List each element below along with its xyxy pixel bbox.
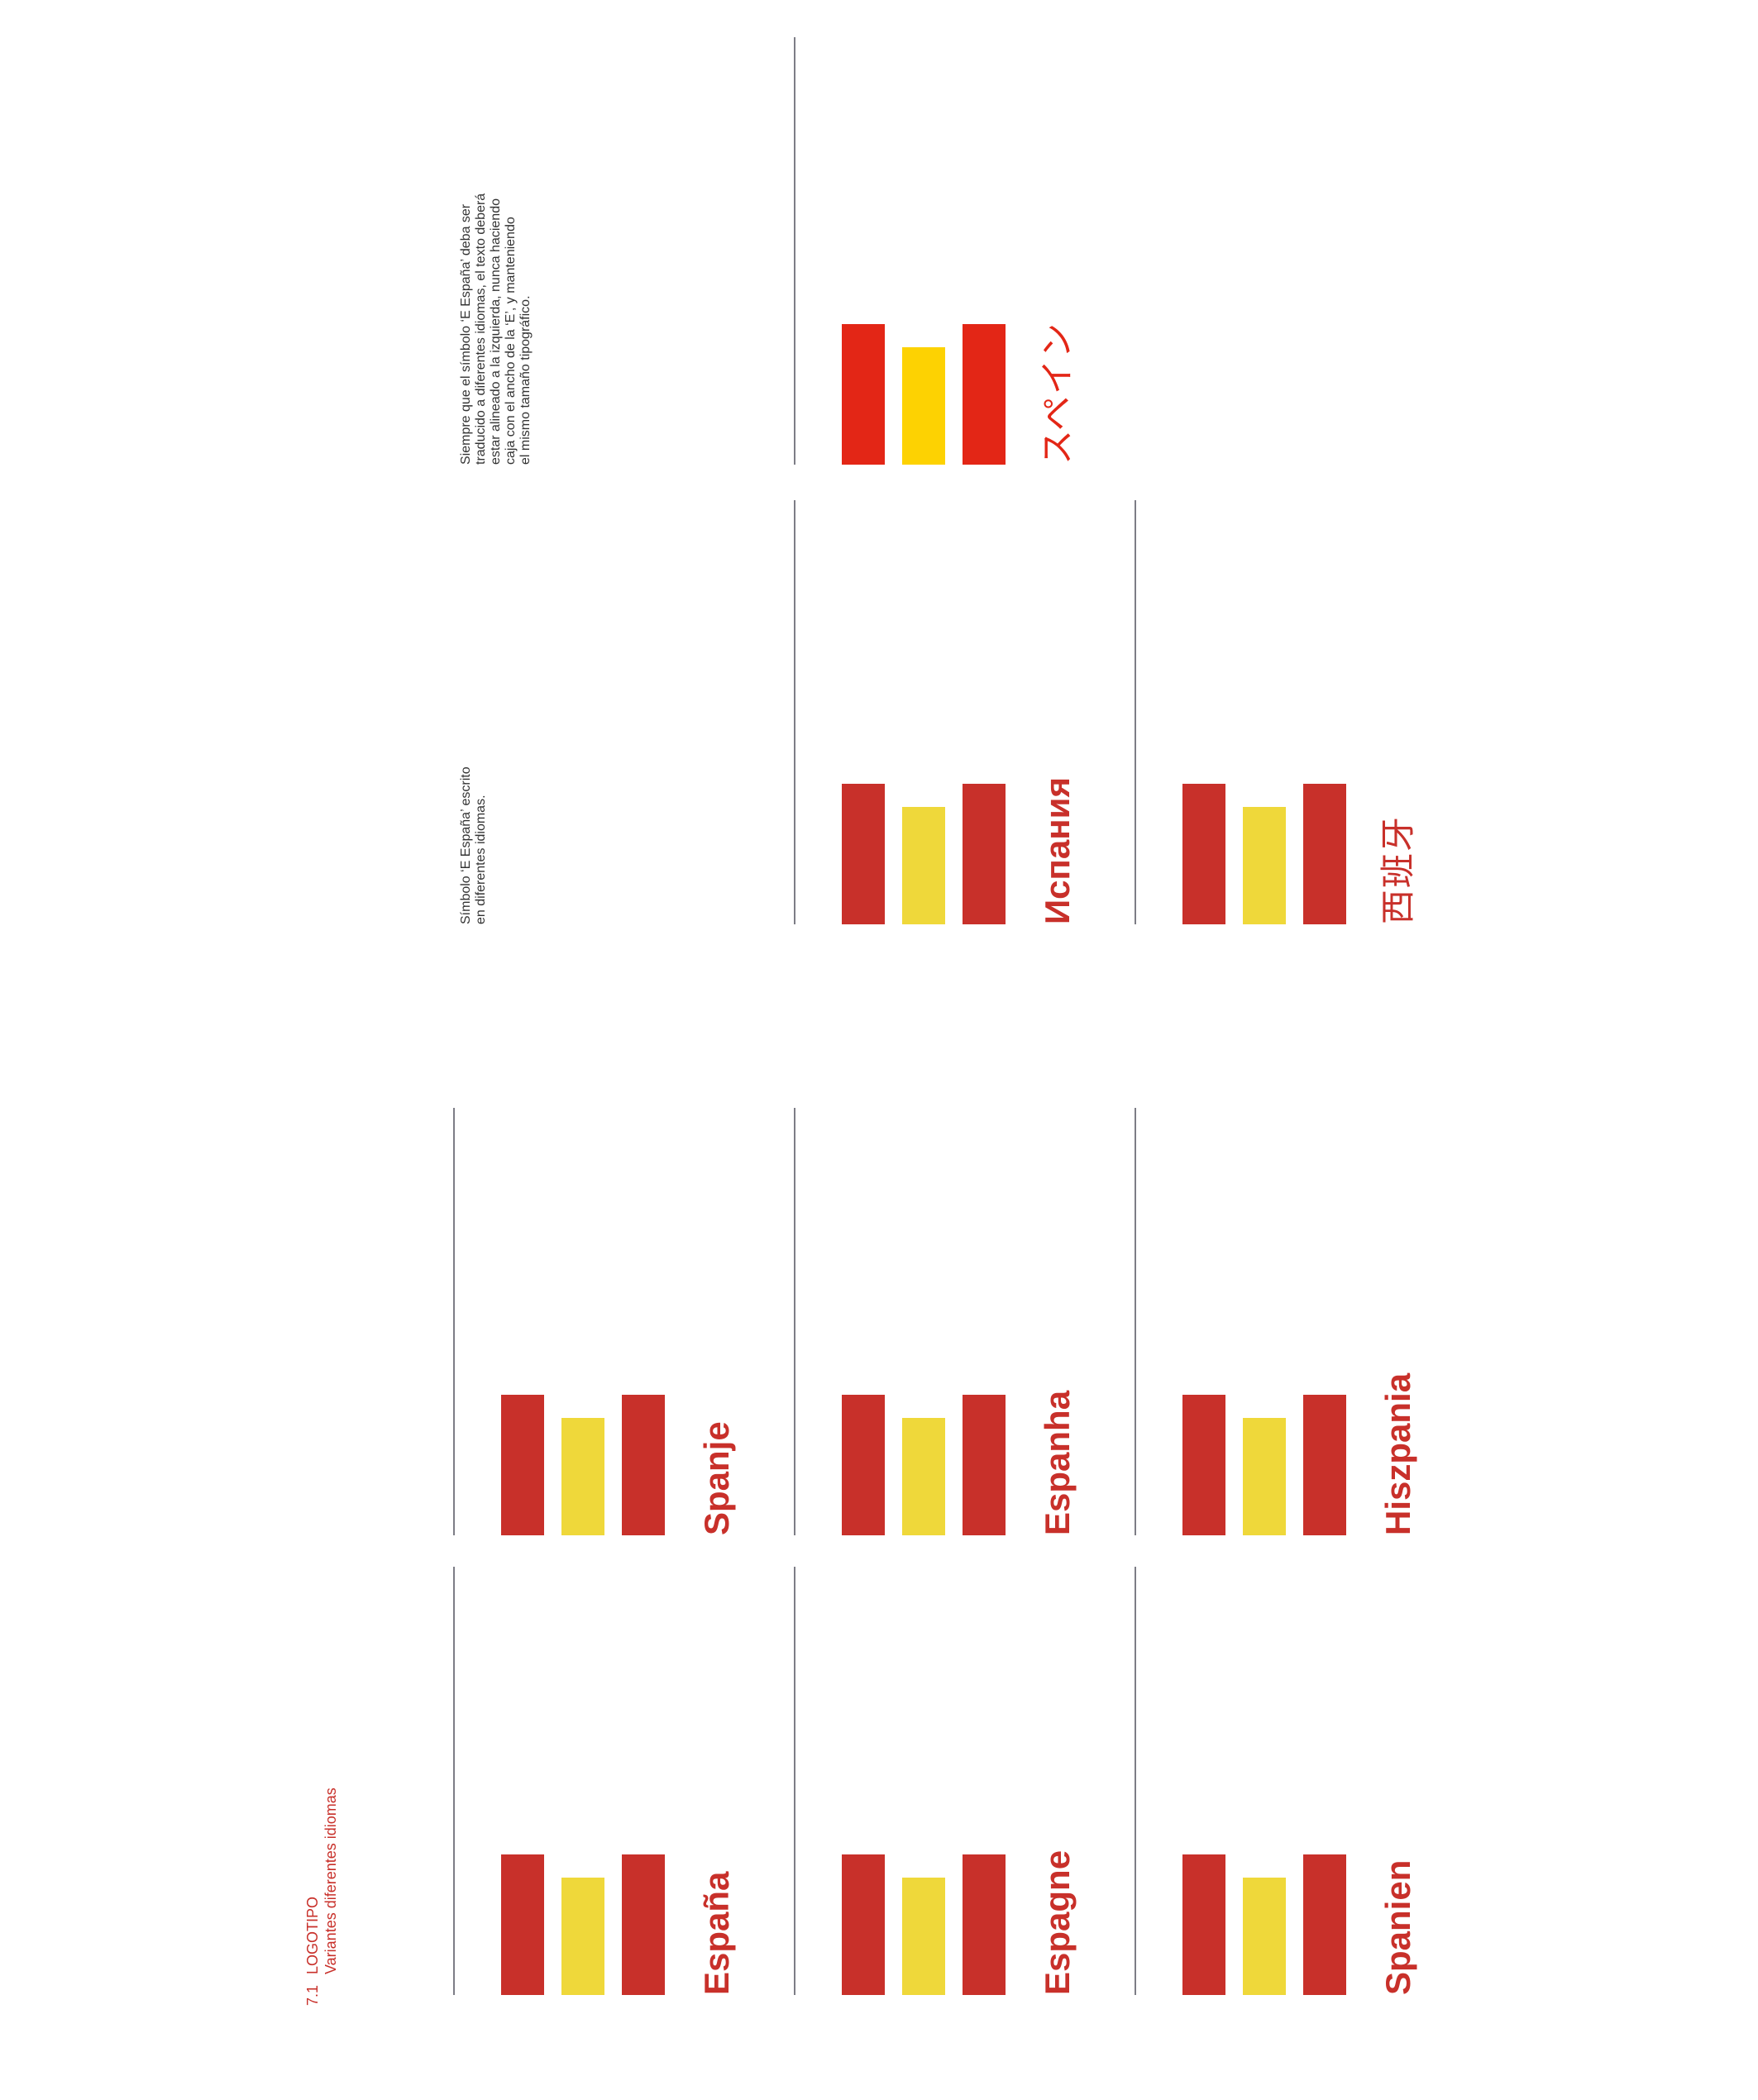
word-espanha: Espanha — [1038, 1390, 1077, 1535]
divider-rule — [1135, 1108, 1136, 1535]
symbol-bar-red — [963, 1854, 1006, 1995]
symbol-bar-yellow — [1243, 1878, 1286, 1995]
symbol-bar-yellow — [902, 1878, 945, 1995]
symbol-bar-red — [842, 324, 885, 465]
note-line: en diferentes idiomas. — [474, 795, 488, 924]
divider-rule — [1135, 1567, 1136, 1995]
divider-rule — [1135, 500, 1136, 924]
symbol-bar-red — [842, 1395, 885, 1535]
symbol-bar-red — [1303, 1395, 1346, 1535]
divider-rule — [794, 500, 795, 924]
section-subtitle: Variantes diferentes idiomas — [322, 1787, 339, 1974]
symbol-bar-red — [622, 1854, 665, 1995]
symbol-bar-yellow — [902, 1418, 945, 1535]
word-espana: España — [697, 1871, 736, 1995]
symbol-bar-red — [622, 1395, 665, 1535]
symbol-bar-red — [1182, 784, 1225, 924]
symbol-bar-red — [963, 1395, 1006, 1535]
symbol-bar-red — [842, 784, 885, 924]
word-cjk: Испания — [1038, 777, 1077, 924]
section-header: 7.1 LOGOTIPO Variantes diferentes idiomas — [303, 1787, 340, 2006]
section-title: LOGOTIPO — [304, 1896, 321, 1974]
symbol-bar-red — [842, 1854, 885, 1995]
symbol-bar-yellow — [902, 347, 945, 465]
symbol-bar-red — [1182, 1395, 1225, 1535]
divider-rule — [453, 1567, 455, 1995]
alignment-note: Siempre que el símbolo ‘E España’ deba s… — [459, 193, 533, 465]
symbol-bar-yellow — [1243, 807, 1286, 924]
symbol-bar-red — [963, 784, 1006, 924]
symbol-bar-red — [1303, 784, 1346, 924]
symbol-bar-red — [963, 324, 1006, 465]
note-line: Siempre que el símbolo ‘E España’ deba s… — [459, 203, 473, 465]
word-cjk: スペイン — [1038, 321, 1077, 465]
divider-rule — [453, 1108, 455, 1535]
note-line: el mismo tamaño tipográfico. — [518, 295, 533, 465]
divider-rule — [794, 1108, 795, 1535]
symbol-bar-red — [501, 1395, 544, 1535]
symbol-bar-yellow — [1243, 1418, 1286, 1535]
languages-note: Símbolo ‘E España’ escrito en diferentes… — [459, 766, 489, 924]
symbol-bar-yellow — [902, 807, 945, 924]
word-espagne: Espagne — [1038, 1849, 1077, 1995]
divider-rule — [794, 37, 795, 465]
symbol-bar-red — [501, 1854, 544, 1995]
symbol-bar-red — [1182, 1854, 1225, 1995]
word-cjk: 西班牙 — [1378, 814, 1417, 924]
word-spanien: Spanien — [1378, 1859, 1417, 1995]
divider-rule — [794, 1567, 795, 1995]
word-spanje: Spanje — [697, 1421, 736, 1535]
note-line: traducido a diferentes idiomas, el texto… — [474, 193, 488, 465]
symbol-bar-yellow — [561, 1878, 604, 1995]
note-line: caja con el ancho de la ‘E’, y mantenien… — [504, 217, 518, 465]
section-number: 7.1 — [304, 1984, 321, 2006]
note-line: Símbolo ‘E España’ escrito — [459, 766, 473, 924]
note-line: estar alineado a la izquierda, nunca hac… — [489, 198, 503, 465]
symbol-bar-red — [1303, 1854, 1346, 1995]
symbol-bar-yellow — [561, 1418, 604, 1535]
word-hiszpania: Hiszpania — [1378, 1372, 1417, 1535]
